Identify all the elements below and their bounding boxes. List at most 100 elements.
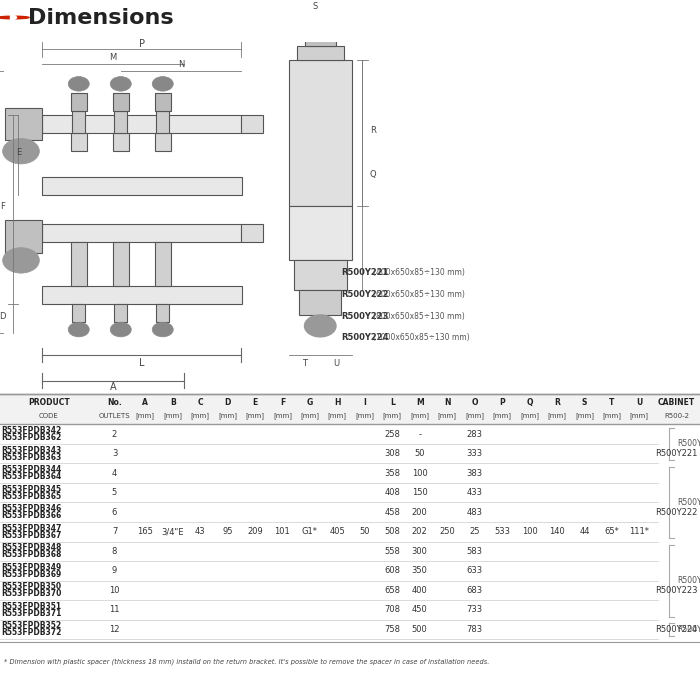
Text: H: H xyxy=(334,398,341,407)
Text: 111*: 111* xyxy=(629,527,650,536)
Text: [mm]: [mm] xyxy=(356,412,375,419)
Text: [mm]: [mm] xyxy=(575,412,594,419)
Text: [mm]: [mm] xyxy=(136,412,155,419)
Text: R: R xyxy=(370,126,376,135)
Text: 583: 583 xyxy=(467,547,482,556)
Text: C: C xyxy=(197,398,203,407)
Text: OUTLETS: OUTLETS xyxy=(99,413,130,419)
Text: [mm]: [mm] xyxy=(328,412,347,419)
Bar xyxy=(155,133,171,151)
Text: [mm]: [mm] xyxy=(163,412,182,419)
Text: 558: 558 xyxy=(384,547,400,556)
Text: U: U xyxy=(333,359,339,368)
Bar xyxy=(297,46,344,60)
Bar xyxy=(304,33,336,46)
Text: G1*: G1* xyxy=(302,527,318,536)
Bar xyxy=(156,304,169,322)
Text: 43: 43 xyxy=(195,527,205,536)
Text: T: T xyxy=(302,359,307,368)
Text: R500Y221: R500Y221 xyxy=(655,449,698,459)
Text: R553FPDB346: R553FPDB346 xyxy=(1,504,62,513)
Bar xyxy=(241,224,262,242)
Bar xyxy=(72,111,85,133)
Text: 202: 202 xyxy=(412,527,428,536)
Text: F: F xyxy=(280,398,285,407)
Circle shape xyxy=(69,76,90,91)
Text: R553FPDB342: R553FPDB342 xyxy=(1,426,62,435)
Bar xyxy=(0,395,700,424)
Text: O: O xyxy=(471,398,478,407)
Text: P: P xyxy=(499,398,505,407)
Bar xyxy=(42,176,241,195)
Text: 9: 9 xyxy=(112,566,117,575)
Text: 165: 165 xyxy=(137,527,153,536)
Text: M: M xyxy=(416,398,423,407)
Text: D: D xyxy=(0,312,6,321)
Text: P: P xyxy=(139,39,145,50)
Text: 783: 783 xyxy=(467,625,483,634)
Text: R553FPDB348: R553FPDB348 xyxy=(1,543,62,552)
Text: 658: 658 xyxy=(384,586,400,595)
Circle shape xyxy=(304,315,336,337)
Circle shape xyxy=(0,16,29,19)
Text: [mm]: [mm] xyxy=(520,412,539,419)
Text: * Dimension with plastic spacer (thickness 18 mm) installd on the return bracket: * Dimension with plastic spacer (thickne… xyxy=(4,658,489,665)
Text: R553FPDB343: R553FPDB343 xyxy=(1,446,62,455)
Text: I: I xyxy=(363,398,366,407)
Text: [mm]: [mm] xyxy=(300,412,319,419)
Text: 433: 433 xyxy=(467,488,482,497)
Text: R500Y223: R500Y223 xyxy=(655,586,698,595)
Text: 733: 733 xyxy=(467,606,483,615)
Text: R: R xyxy=(554,398,560,407)
Text: R553FPDB369: R553FPDB369 xyxy=(1,570,62,579)
Text: 50: 50 xyxy=(414,449,425,459)
Text: R500Y223: R500Y223 xyxy=(342,312,388,321)
Text: [mm]: [mm] xyxy=(410,412,429,419)
Text: 65*: 65* xyxy=(604,527,620,536)
Text: 633: 633 xyxy=(467,566,483,575)
Text: R553FPDB367: R553FPDB367 xyxy=(1,531,62,540)
Text: Q: Q xyxy=(526,398,533,407)
Text: (800x650x85÷130 mm): (800x650x85÷130 mm) xyxy=(372,312,465,321)
Text: 508: 508 xyxy=(384,527,400,536)
Text: 450: 450 xyxy=(412,606,428,615)
Text: CABINET: CABINET xyxy=(658,398,695,407)
Text: 608: 608 xyxy=(384,566,400,575)
Bar xyxy=(72,304,85,322)
Text: 3/4"E: 3/4"E xyxy=(162,527,184,536)
Text: 408: 408 xyxy=(384,488,400,497)
Text: 308: 308 xyxy=(384,449,400,459)
Circle shape xyxy=(3,139,39,164)
Text: R500Y223: R500Y223 xyxy=(677,576,700,585)
Circle shape xyxy=(304,17,336,38)
Text: E: E xyxy=(253,398,258,407)
Text: 283: 283 xyxy=(467,430,482,439)
Bar xyxy=(294,260,346,290)
Text: 44: 44 xyxy=(579,527,589,536)
Text: (400x650x85÷130 mm): (400x650x85÷130 mm) xyxy=(372,268,465,277)
Text: [mm]: [mm] xyxy=(190,412,209,419)
Text: 300: 300 xyxy=(412,547,428,556)
Bar xyxy=(300,290,342,315)
Bar xyxy=(288,60,351,206)
Text: [mm]: [mm] xyxy=(246,412,265,419)
Text: 200: 200 xyxy=(412,508,428,517)
Bar xyxy=(71,133,87,151)
Text: D: D xyxy=(225,398,231,407)
Text: 400: 400 xyxy=(412,586,428,595)
Text: R553FPDB371: R553FPDB371 xyxy=(1,609,62,618)
Text: R553FPDB347: R553FPDB347 xyxy=(1,524,62,533)
Text: 150: 150 xyxy=(412,488,428,497)
Text: 4: 4 xyxy=(112,469,117,477)
Text: 683: 683 xyxy=(467,586,483,595)
Text: R553FPDB368: R553FPDB368 xyxy=(1,550,62,559)
Bar xyxy=(71,242,87,286)
Text: -: - xyxy=(418,430,421,439)
Bar xyxy=(42,224,241,242)
Text: R553FPDB362: R553FPDB362 xyxy=(1,433,62,442)
Text: M: M xyxy=(109,53,116,62)
Text: [mm]: [mm] xyxy=(493,412,512,419)
Bar xyxy=(42,286,241,304)
Bar xyxy=(113,242,129,286)
Text: CODE: CODE xyxy=(39,413,59,419)
